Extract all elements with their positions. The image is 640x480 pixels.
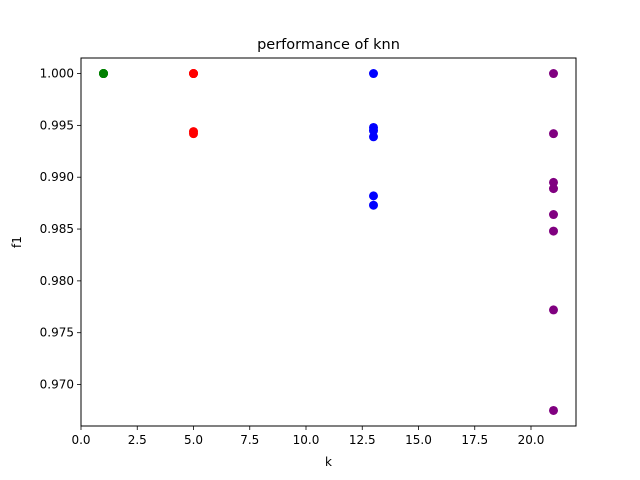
x-tick-label: 20.0 <box>518 433 545 447</box>
plot-frame <box>80 57 577 427</box>
data-point <box>189 129 198 139</box>
data-point <box>189 69 198 79</box>
y-axis-label: f1 <box>10 236 24 248</box>
data-point <box>549 69 558 79</box>
data-point <box>99 69 108 79</box>
x-axis-label: k <box>325 455 332 469</box>
x-tick-label: 17.5 <box>461 433 488 447</box>
y-tick-label: 0.995 <box>40 118 74 132</box>
x-tick-label: 7.5 <box>240 433 259 447</box>
y-tick-label: 0.970 <box>40 378 74 392</box>
x-tick-label: 12.5 <box>349 433 376 447</box>
data-point <box>369 200 378 210</box>
data-point <box>549 226 558 236</box>
data-point <box>549 305 558 315</box>
data-point <box>549 129 558 139</box>
x-tick-label: 2.5 <box>128 433 147 447</box>
data-point <box>369 69 378 79</box>
chart-title: performance of knn <box>257 37 400 53</box>
data-point <box>369 132 378 142</box>
y-tick-label: 0.975 <box>40 326 74 340</box>
data-point <box>549 184 558 194</box>
x-tick-label: 15.0 <box>405 433 432 447</box>
data-points <box>99 69 558 415</box>
data-point <box>549 405 558 415</box>
x-axis: 0.0 2.5 5.0 7.5 10.0 12.5 15.0 17.5 20.0 <box>71 426 544 447</box>
y-tick-label: 0.985 <box>40 222 74 236</box>
x-tick-label: 10.0 <box>293 433 320 447</box>
y-tick-label: 0.990 <box>40 170 74 184</box>
y-axis: 0.970 0.975 0.980 0.985 0.990 0.995 1.000 <box>40 67 81 392</box>
x-tick-label: 5.0 <box>184 433 203 447</box>
data-point <box>549 210 558 220</box>
data-point <box>369 191 378 201</box>
x-tick-label: 0.0 <box>71 433 90 447</box>
y-tick-label: 1.000 <box>40 67 74 81</box>
y-tick-label: 0.980 <box>40 274 74 288</box>
data-point <box>369 126 378 136</box>
data-point <box>549 177 558 187</box>
